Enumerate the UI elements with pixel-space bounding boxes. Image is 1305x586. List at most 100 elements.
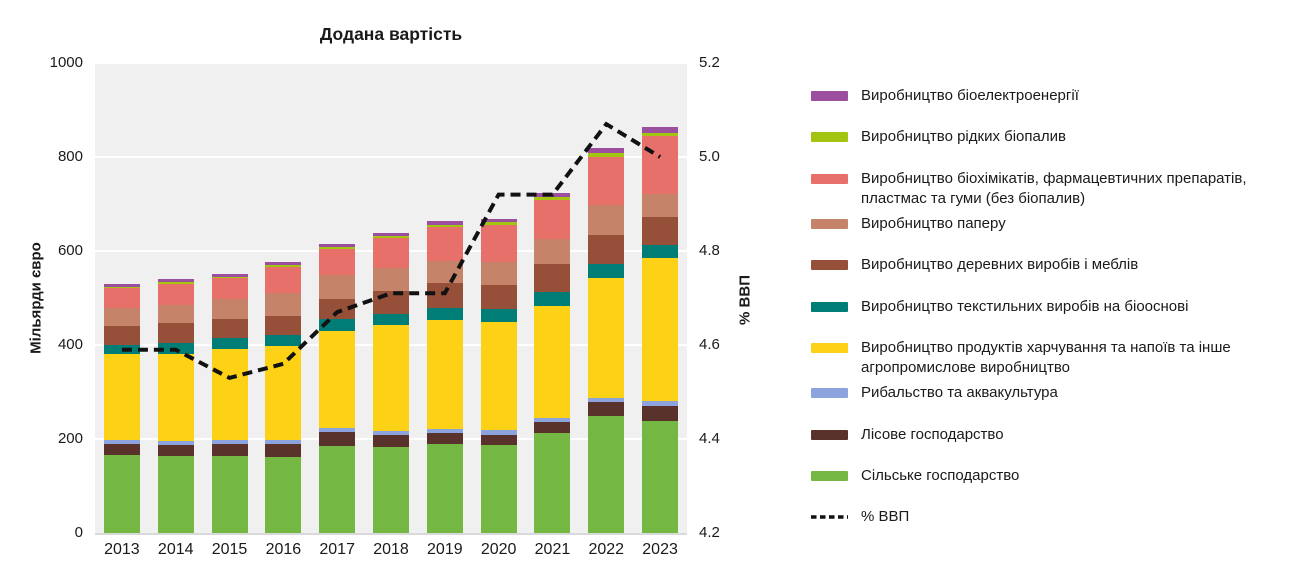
bar-segment-agriculture bbox=[588, 415, 625, 533]
right-tick-4.8: 4.8 bbox=[699, 242, 720, 259]
bar-segment-food bbox=[211, 348, 248, 441]
bar-segment-paper bbox=[157, 305, 194, 324]
left-tick-800: 800 bbox=[57, 148, 83, 165]
bar-segment-forestry bbox=[588, 401, 625, 416]
bar-segment-agriculture bbox=[642, 420, 679, 533]
bar-segment-bioelectricity bbox=[373, 233, 409, 237]
x-tick-2020: 2020 bbox=[480, 541, 517, 558]
bar-segment-biochem bbox=[480, 225, 517, 262]
bar-segment-agriculture bbox=[480, 445, 517, 533]
bar-2019 bbox=[426, 221, 463, 533]
bar-2018 bbox=[373, 233, 409, 533]
bar-segment-agriculture bbox=[157, 455, 194, 533]
bar-segment-textile bbox=[426, 308, 463, 321]
bar-segment-wood bbox=[319, 298, 356, 320]
legend-swatch-bioelectricity bbox=[811, 91, 848, 101]
bar-segment-textile bbox=[373, 314, 409, 325]
bar-segment-biofuel bbox=[265, 264, 302, 268]
left-tick-600: 600 bbox=[57, 242, 83, 259]
legend-swatch-biochem bbox=[811, 173, 848, 184]
bar-segment-agriculture bbox=[426, 444, 463, 533]
bar-segment-fishing bbox=[319, 428, 356, 433]
bar-segment-textile bbox=[588, 263, 625, 278]
bar-segment-wood bbox=[157, 323, 194, 344]
bar-segment-paper bbox=[534, 239, 571, 265]
bar-segment-paper bbox=[211, 298, 248, 319]
bar-segment-forestry bbox=[373, 434, 409, 448]
bar-2016 bbox=[265, 262, 302, 533]
legend-swatch-forestry bbox=[811, 429, 848, 440]
bar-segment-forestry bbox=[642, 406, 679, 421]
bar-segment-bioelectricity bbox=[265, 262, 302, 265]
bar-segment-textile bbox=[211, 337, 248, 349]
bar-segment-fishing bbox=[157, 440, 194, 446]
legend-swatch-food bbox=[811, 342, 848, 353]
right-tick-4.2: 4.2 bbox=[699, 524, 720, 541]
x-tick-2019: 2019 bbox=[427, 541, 463, 558]
right-tick-5.0: 5.0 bbox=[699, 148, 720, 165]
bar-segment-biochem bbox=[211, 278, 248, 299]
bar-segment-fishing bbox=[373, 430, 409, 435]
bar-segment-biofuel bbox=[480, 222, 517, 226]
bar-segment-biochem bbox=[534, 200, 571, 240]
bar-segment-biochem bbox=[373, 238, 409, 268]
bar-segment-agriculture bbox=[534, 432, 571, 533]
gridline bbox=[95, 156, 687, 158]
bar-segment-biofuel bbox=[211, 276, 248, 279]
bar-segment-food bbox=[157, 353, 194, 441]
bar-segment-fishing bbox=[534, 417, 571, 423]
bar-segment-agriculture bbox=[103, 454, 140, 533]
legend-label-fishing: Рибальство та аквакультура bbox=[861, 384, 1058, 402]
x-tick-2017: 2017 bbox=[319, 541, 355, 558]
bar-segment-bioelectricity bbox=[211, 273, 248, 277]
bar-segment-biofuel bbox=[103, 286, 140, 288]
bar-segment-fishing bbox=[642, 400, 679, 407]
bar-segment-fishing bbox=[426, 429, 463, 434]
bar-segment-food bbox=[534, 305, 571, 418]
bar-segment-textile bbox=[319, 319, 356, 331]
right-tick-5.2: 5.2 bbox=[699, 54, 720, 71]
bar-segment-food bbox=[480, 322, 517, 431]
bar-segment-food bbox=[588, 277, 625, 398]
legend-item-biofuel: Виробництво рідких біопалив bbox=[811, 127, 1297, 147]
left-tick-200: 200 bbox=[57, 430, 83, 447]
bar-segment-bioelectricity bbox=[157, 279, 194, 283]
legend-item-wood: Виробництво деревних виробів і меблів bbox=[811, 255, 1297, 275]
x-tick-2018: 2018 bbox=[373, 541, 409, 558]
bar-segment-forestry bbox=[534, 422, 571, 433]
x-tick-2015: 2015 bbox=[211, 541, 248, 558]
bar-2014 bbox=[157, 279, 194, 533]
bar-segment-agriculture bbox=[373, 447, 409, 533]
bar-segment-forestry bbox=[480, 435, 517, 446]
legend-swatch-agriculture bbox=[811, 470, 848, 481]
right-tick-4.6: 4.6 bbox=[699, 336, 720, 353]
bar-segment-wood bbox=[103, 326, 140, 346]
legend-item-biochem: Виробництво біохімікатів, фармацевтичних… bbox=[811, 169, 1297, 210]
bar-2017 bbox=[319, 244, 356, 533]
bar-segment-paper bbox=[642, 193, 679, 218]
bar-segment-food bbox=[319, 330, 356, 429]
bar-segment-food bbox=[426, 320, 463, 430]
bar-2020 bbox=[480, 219, 517, 533]
legend: Виробництво біоелектроенергії Виробництво… bbox=[811, 86, 1297, 548]
bar-segment-biofuel bbox=[426, 224, 463, 228]
legend-item-food: Виробництво продуктів харчування та напо… bbox=[811, 338, 1297, 379]
bar-segment-bioelectricity bbox=[642, 126, 679, 134]
legend-item-gdp: % ВВП bbox=[811, 507, 1297, 527]
bar-segment-fishing bbox=[588, 397, 625, 402]
x-tick-2013: 2013 bbox=[104, 541, 140, 558]
bar-segment-forestry bbox=[265, 444, 302, 457]
bar-segment-bioelectricity bbox=[480, 219, 517, 223]
legend-swatch-fishing bbox=[811, 388, 848, 399]
legend-label-forestry: Лісове господарство bbox=[861, 425, 1004, 443]
bar-segment-bioelectricity bbox=[588, 147, 625, 154]
x-tick-2016: 2016 bbox=[265, 541, 302, 558]
legend-label-biofuel: Виробництво рідких біопалив bbox=[861, 128, 1066, 146]
legend-label-bioelectricity: Виробництво біоелектроенергії bbox=[861, 87, 1079, 104]
legend-label-paper: Виробництво паперу bbox=[861, 215, 1006, 232]
legend-label-gdp: % ВВП bbox=[861, 508, 910, 525]
bar-segment-forestry bbox=[103, 444, 140, 455]
bar-segment-food bbox=[265, 346, 302, 440]
bar-segment-wood bbox=[426, 283, 463, 309]
